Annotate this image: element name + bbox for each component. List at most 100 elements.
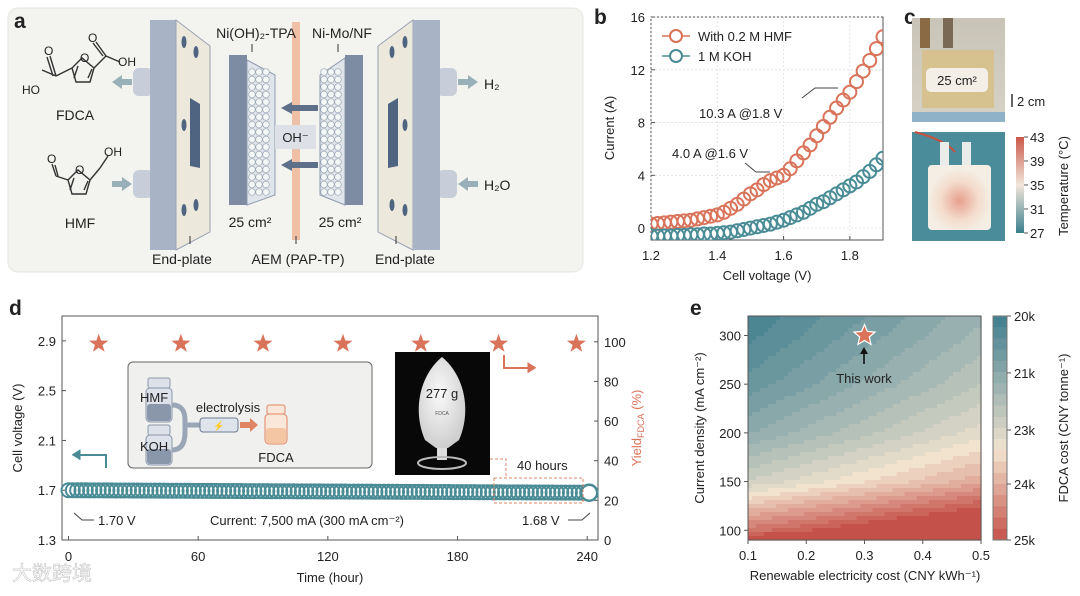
heatmap-cell	[760, 456, 765, 461]
heatmap-cell	[904, 404, 910, 409]
fdca-molecule	[41, 41, 121, 83]
heatmap-cell	[816, 460, 821, 465]
heatmap-cell	[772, 360, 777, 365]
heatmap-cell	[976, 516, 982, 521]
heatmap-cell	[776, 456, 781, 461]
hmf-molecule	[51, 155, 109, 195]
heatmap-cell	[840, 328, 846, 333]
heatmap-cell	[784, 336, 789, 341]
heatmap-cell	[948, 532, 954, 537]
heatmap-cell	[836, 460, 841, 465]
heatmap-cell	[752, 532, 757, 537]
heatmap-cell	[864, 536, 870, 541]
heatmap-cell	[748, 320, 753, 325]
heatmap-cell	[956, 432, 962, 437]
panel-a-label: a	[14, 10, 26, 33]
heatmap-cell	[948, 352, 954, 357]
heatmap-cell	[880, 368, 886, 373]
heatmap-cell	[816, 328, 821, 333]
heatmap-cell	[940, 500, 946, 505]
heatmap-cell	[960, 336, 966, 341]
heatmap-cell	[808, 428, 813, 433]
heatmap-cell	[904, 532, 910, 537]
voltage-data-point	[242, 483, 259, 500]
heatmap-cell	[956, 456, 962, 461]
heatmap-cell	[760, 340, 765, 345]
heatmap-cell	[756, 320, 761, 325]
heatmap-cell	[944, 488, 950, 493]
voltage-data-point	[440, 484, 457, 501]
heatmap-cell	[784, 464, 789, 469]
heatmap-cell	[828, 536, 833, 541]
heatmap-cell	[872, 400, 878, 405]
heatmap-cell	[920, 432, 926, 437]
heatmap-cell	[804, 516, 809, 521]
heatmap-cell	[976, 392, 982, 397]
heatmap-cell	[876, 340, 882, 345]
heatmap-cell	[796, 372, 801, 377]
heatmap-cell	[972, 392, 978, 397]
heatmap-cell	[884, 444, 890, 449]
heatmap-cell	[888, 392, 894, 397]
heatmap-cell	[904, 460, 910, 465]
heatmap-cell	[916, 464, 922, 469]
heatmap-cell	[812, 336, 817, 341]
heatmap-cell	[932, 392, 938, 397]
heatmap-cell	[908, 464, 914, 469]
y2-tick-label: 40	[604, 454, 618, 469]
heatmap-cell	[912, 456, 918, 461]
heatmap-cell	[752, 460, 757, 465]
heatmap-cell	[864, 492, 870, 497]
voltage-data-point	[246, 483, 263, 500]
heatmap-cell	[824, 436, 829, 441]
heatmap-cell	[924, 476, 930, 481]
heatmap-cell	[924, 424, 930, 429]
heatmap-cell	[840, 324, 846, 329]
catalyst-particle	[255, 90, 263, 99]
heatmap-cell	[960, 496, 966, 501]
heatmap-cell	[972, 492, 978, 497]
heatmap-cell	[848, 404, 854, 409]
voltage-data-point	[540, 484, 557, 501]
heatmap-cell	[936, 336, 942, 341]
heatmap-cell	[944, 536, 950, 541]
heatmap-cell	[884, 356, 890, 361]
heatmap-cell	[804, 468, 809, 473]
heatmap-cell	[812, 464, 817, 469]
heatmap-cell	[840, 504, 846, 509]
heatmap-cell	[780, 424, 785, 429]
heatmap-cell	[944, 380, 950, 385]
heatmap-cell	[876, 376, 882, 381]
voltage-data-point	[458, 484, 475, 501]
heatmap-cell	[884, 340, 890, 345]
heatmap-cell	[916, 436, 922, 441]
heatmap-cell	[760, 448, 765, 453]
heatmap-cell	[784, 456, 789, 461]
heatmap-cell	[792, 512, 797, 517]
heatmap-cell	[832, 412, 837, 417]
heatmap-cell	[900, 484, 906, 489]
heatmap-cell	[800, 328, 805, 333]
heatmap-cell	[880, 508, 886, 513]
heatmap-cell	[972, 376, 978, 381]
heatmap-cell	[880, 468, 886, 473]
heatmap-cell	[888, 520, 894, 525]
heatmap-cell	[896, 348, 902, 353]
heatmap-cell	[912, 432, 918, 437]
cathode-particles	[320, 68, 342, 196]
heatmap-cell	[912, 344, 918, 349]
heatmap-cell	[904, 416, 910, 421]
heatmap-cell	[820, 372, 825, 377]
heatmap-cell	[880, 332, 886, 337]
heatmap-cell	[756, 432, 761, 437]
heatmap-cell	[748, 384, 753, 389]
heatmap-cell	[912, 380, 918, 385]
heatmap-cell	[856, 480, 862, 485]
heatmap-cell	[928, 464, 934, 469]
yield-star-point	[253, 333, 273, 352]
heatmap-cell	[872, 368, 878, 373]
heatmap-cell	[824, 396, 829, 401]
heatmap-cell	[972, 472, 978, 477]
heatmap-cell	[812, 412, 817, 417]
heatmap-cell	[920, 488, 926, 493]
